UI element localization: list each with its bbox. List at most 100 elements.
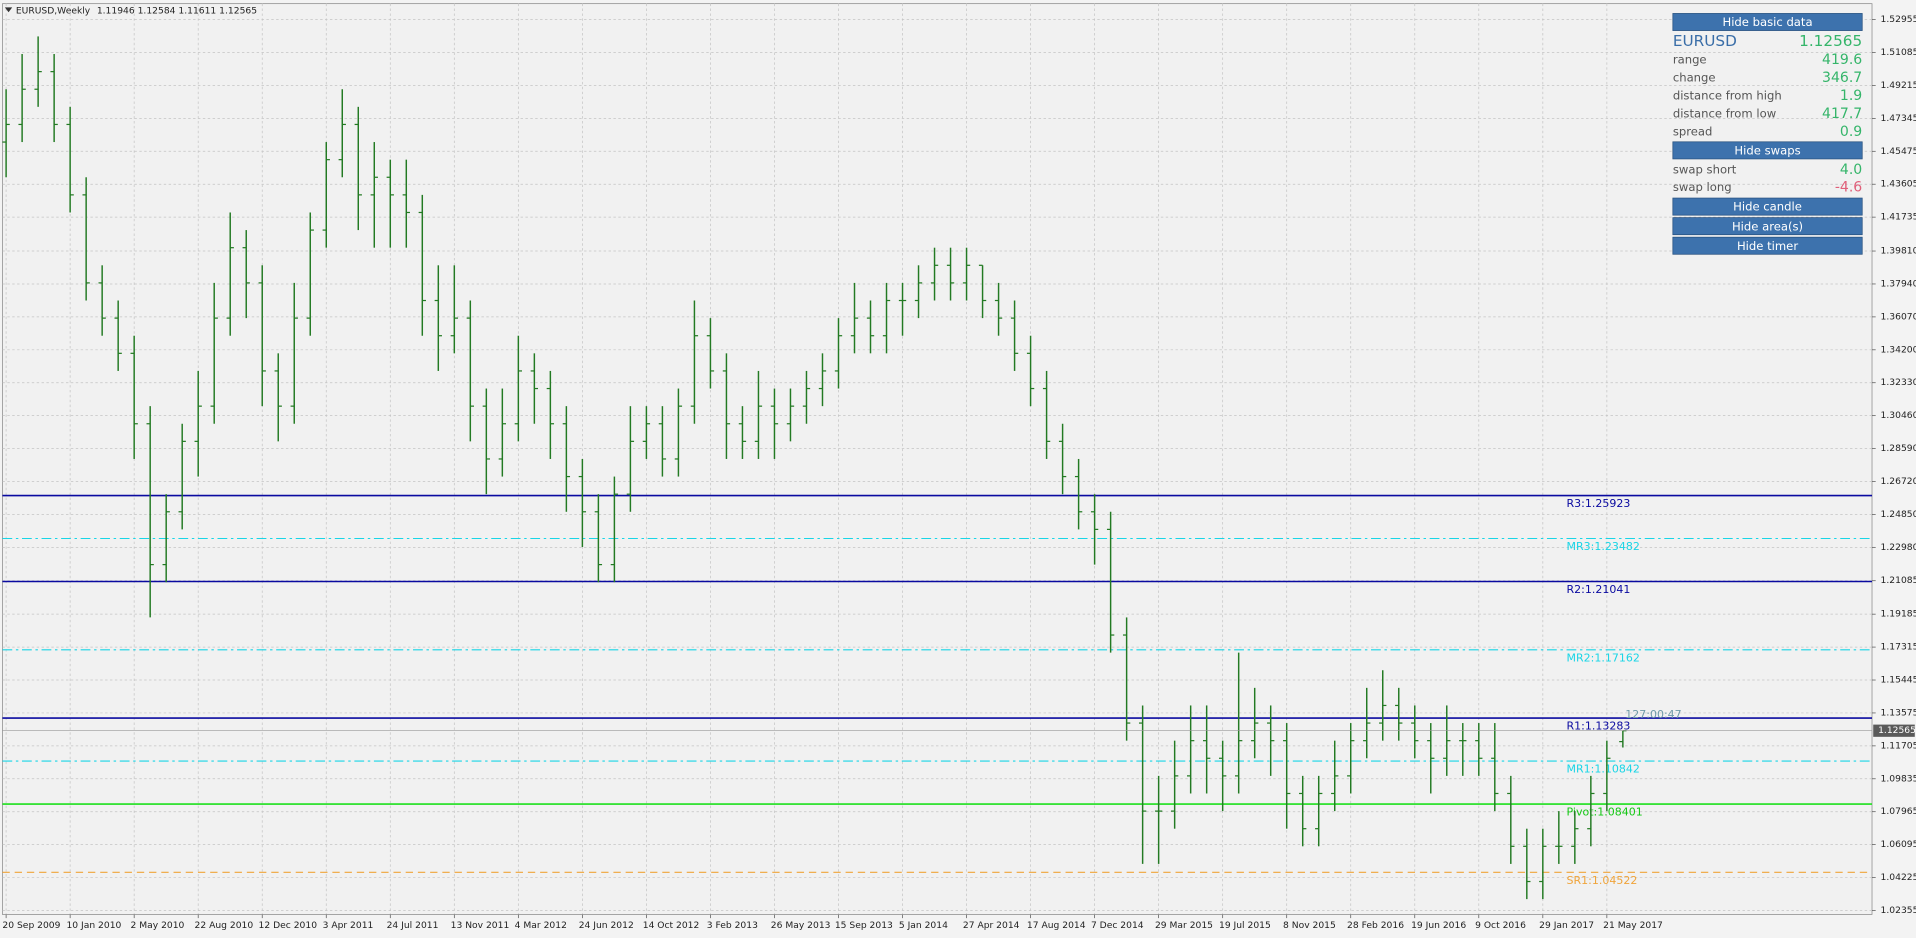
y-tick-label: 1.34200 [1881,344,1916,355]
x-tick-label: 27 Apr 2014 [963,920,1020,931]
header-low: 1.11611 [178,5,216,16]
x-tick-label: 20 Sep 2009 [2,920,60,931]
x-tick-label: 9 Oct 2016 [1475,920,1526,931]
plot-area [2,3,1873,915]
y-tick-label: 1.41735 [1881,212,1916,223]
x-tick-label: 13 Nov 2011 [451,920,510,931]
x-tick-label: 19 Jun 2016 [1411,920,1466,931]
y-tick-label: 1.22980 [1881,542,1916,553]
x-tick-label: 7 Dec 2014 [1091,920,1144,931]
panel-button-label[interactable]: Hide candle [1733,200,1802,214]
axes: 1.52955 1.51085 1.49215 1.47345 1.45475 1.436… [2,14,1916,931]
panel-row-value: 0.9 [1840,124,1862,140]
panel-button-label[interactable]: Hide timer [1737,239,1798,253]
x-tick-label: 26 May 2013 [771,920,831,931]
y-tick-label: 1.24850 [1881,509,1916,520]
x-tick-label: 19 Jul 2015 [1219,920,1271,931]
panel-button[interactable] [1672,197,1863,216]
grid [2,3,1873,915]
y-tick-label: 1.51085 [1881,47,1916,58]
header-symbol: EURUSD,Weekly [16,5,91,16]
x-tick-label: 21 May 2017 [1603,920,1663,931]
y-tick-label: 1.09835 [1881,773,1916,784]
panel-button[interactable] [1672,217,1863,236]
y-tick-label: 1.47345 [1881,113,1916,124]
x-tick-label: 29 Mar 2015 [1155,920,1213,931]
bars [2,36,1627,900]
pivot-level-label: R1:1.13283 [1567,720,1631,733]
header: EURUSD,Weekly 1.11946 1.12584 1.11611 1.… [4,5,257,16]
header-text: EURUSD,Weekly 1.11946 1.12584 1.11611 1.… [16,5,257,16]
panel-row-value: 4.0 [1840,162,1862,178]
y-tick-label: 1.11705 [1881,740,1916,751]
y-tick-label: 1.02355 [1881,905,1916,916]
header-close: 1.12565 [219,5,257,16]
panel-row-label: swap long [1673,180,1732,194]
pivot-level-label: MR3:1.23482 [1567,540,1640,553]
x-tick-label: 3 Apr 2011 [323,920,374,931]
y-tick-label: 1.26720 [1881,476,1916,487]
y-tick-label: 1.30460 [1881,410,1916,421]
pivot-level-label: R3:1.25923 [1567,497,1631,510]
x-tick-label: 24 Jul 2011 [387,920,439,931]
x-tick-label: 14 Oct 2012 [643,920,700,931]
panel-row-label: distance from high [1673,88,1782,102]
panel-symbol: EURUSD [1673,32,1737,50]
y-tick-label: 1.52955 [1881,14,1916,25]
panel-row-label: range [1673,52,1707,66]
info-panel: Hide basic data EURUSD 1.12565 range 419.6 ch… [1672,13,1863,255]
x-tick-label: 24 Jun 2012 [579,920,634,931]
current-price-label: 1.12565 [1878,725,1916,736]
pivot-level-label: Pivot:1.08401 [1567,806,1643,819]
panel-row-label: swap short [1673,162,1737,176]
x-tick-label: 22 Aug 2010 [195,920,254,931]
y-tick-label: 1.07965 [1881,806,1916,817]
x-tick-label: 17 Aug 2014 [1027,920,1086,931]
x-tick-label: 12 Dec 2010 [259,920,318,931]
timer: 127:00:47 [1625,708,1681,721]
y-tick-label: 1.37940 [1881,278,1916,289]
x-tick-label: 15 Sep 2013 [835,920,893,931]
panel-row-value: 346.7 [1822,70,1862,86]
x-tick-label: 29 Jan 2017 [1539,920,1594,931]
x-tick-label: 28 Feb 2016 [1347,920,1404,931]
panel-row-label: distance from low [1673,106,1776,120]
panel-button[interactable] [1672,13,1863,31]
panel-button[interactable] [1672,141,1863,160]
panel-button[interactable] [1672,236,1863,255]
pivot-level-label: MR1:1.10842 [1567,763,1640,776]
y-tick-label: 1.17315 [1881,642,1916,653]
header-open: 1.11946 [97,5,135,16]
panel-row-label: spread [1673,124,1713,138]
panel-row-value: 1.9 [1840,88,1862,104]
x-tick-label: 8 Nov 2015 [1283,920,1336,931]
panel-price: 1.12565 [1799,32,1862,50]
x-tick-label: 5 Jan 2014 [899,920,948,931]
levels: R3:1.25923 MR3:1.23482 R2:1.21041 MR2:1.171… [2,494,1873,887]
panel-row-value: 419.6 [1822,52,1862,68]
panel-row-label: change [1673,70,1716,84]
y-tick-label: 1.13575 [1881,707,1916,718]
y-tick-label: 1.04225 [1881,872,1916,883]
panel-button-label[interactable]: Hide swaps [1734,143,1800,157]
y-tick-label: 1.06095 [1881,839,1916,850]
pivot-level-label: R2:1.21041 [1567,583,1631,596]
panel-button-label[interactable]: Hide area(s) [1732,219,1803,233]
x-tick-label: 4 Mar 2012 [515,920,567,931]
current-price-box [1873,724,1915,737]
y-tick-label: 1.43605 [1881,179,1916,190]
x-tick-label: 3 Feb 2013 [707,920,758,931]
pivot-level-label: MR2:1.17162 [1567,651,1640,664]
panel-button-label[interactable]: Hide basic data [1722,15,1812,29]
y-tick-label: 1.36070 [1881,311,1916,322]
header-high: 1.12584 [138,5,176,16]
panel-row-value: 417.7 [1822,106,1862,122]
y-tick-label: 1.28590 [1881,443,1916,454]
header-arrow [4,7,13,13]
y-tick-label: 1.15445 [1881,675,1916,686]
pivot-level-label: SR1:1.04522 [1567,874,1638,887]
x-tick-label: 2 May 2010 [131,920,185,931]
y-tick-label: 1.32330 [1881,377,1916,388]
